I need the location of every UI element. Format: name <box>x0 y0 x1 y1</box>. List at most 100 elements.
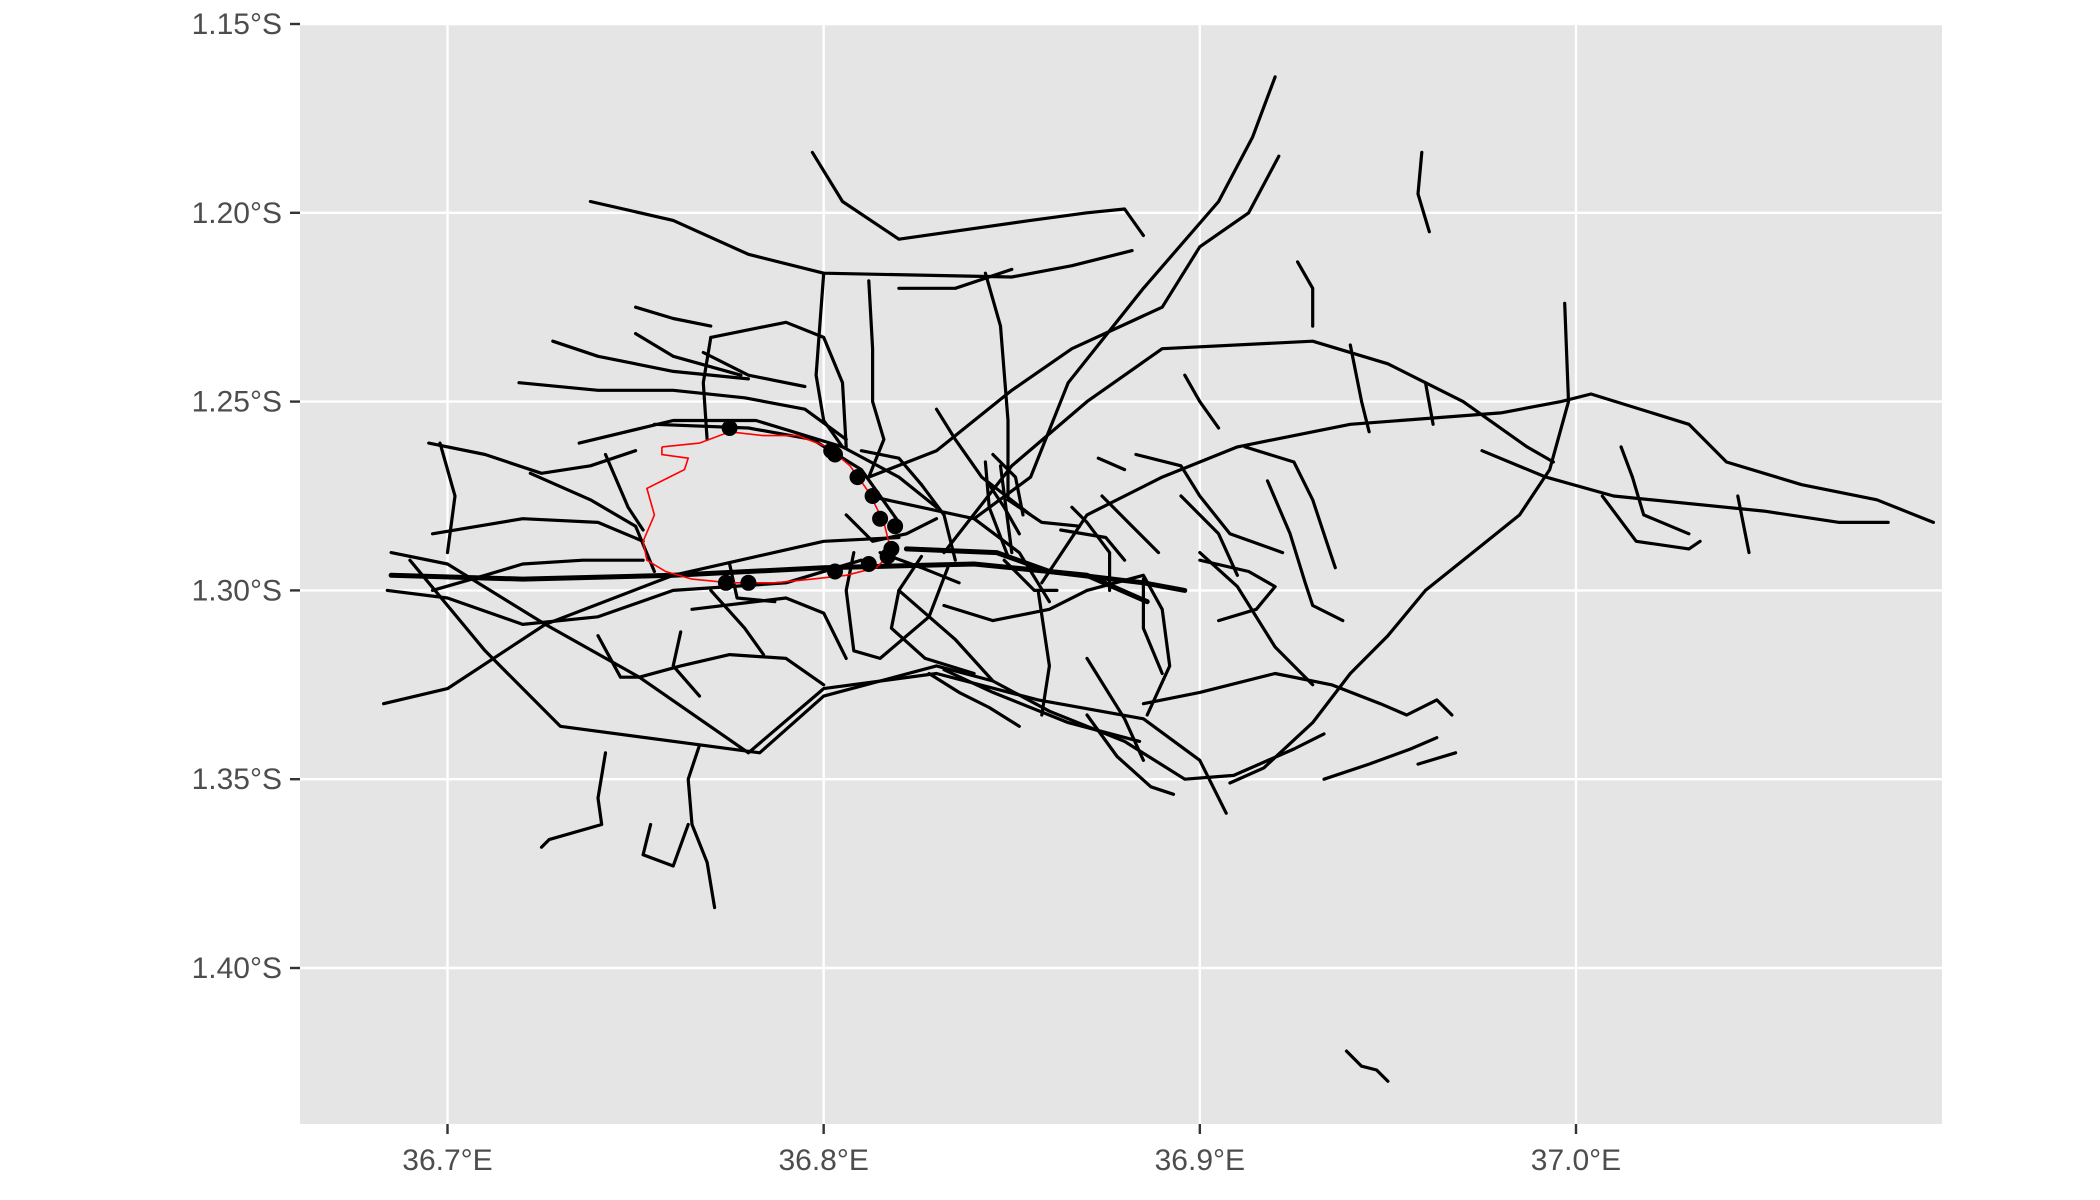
road-segment-74 <box>671 630 702 698</box>
road-segment-68 <box>1322 736 1439 781</box>
road-segment-7 <box>942 339 1556 555</box>
x-tick-label-3: 37.0°E <box>1531 1144 1621 1177</box>
y-tick-label-1: 1.20°S <box>192 197 282 230</box>
stop-point-3 <box>849 469 866 486</box>
y-tick-label-0: 1.15°S <box>192 8 282 41</box>
road-segment-2 <box>389 550 1228 815</box>
stop-point-12 <box>740 574 757 591</box>
road-segment-18 <box>983 271 1010 498</box>
road-segment-36 <box>686 743 717 910</box>
stop-point-8 <box>879 548 896 565</box>
road-segment-46 <box>1134 452 1285 555</box>
road-segment-51 <box>1100 494 1161 555</box>
road-segment-45 <box>1198 550 1315 687</box>
road-segment-34 <box>596 634 826 687</box>
road-segment-72 <box>942 668 1142 744</box>
road-segment-82 <box>1348 343 1371 434</box>
road-segment-29 <box>430 517 645 543</box>
road-segment-25 <box>701 350 807 389</box>
road-segment-65 <box>1600 494 1702 551</box>
road-segment-83 <box>727 562 777 604</box>
road-segment-12 <box>652 422 901 525</box>
road-segment-14 <box>810 150 1146 241</box>
stop-point-2 <box>827 446 843 463</box>
road-segment-53 <box>919 483 957 562</box>
road-segment-71 <box>927 671 1021 728</box>
road-segment-59 <box>991 452 1025 517</box>
road-segment-1 <box>385 558 863 627</box>
road-segment-17 <box>867 279 886 479</box>
road-segment-42 <box>1085 573 1172 717</box>
road-segment-23 <box>551 339 751 381</box>
road-segment-62 <box>1179 494 1240 577</box>
road-segment-39 <box>897 588 1326 781</box>
road-segment-5 <box>867 75 1277 521</box>
plot-panel <box>300 24 1942 1124</box>
road-segment-73 <box>709 588 766 657</box>
stop-point-4 <box>864 488 881 504</box>
stop-point-0 <box>721 420 738 436</box>
road-segment-40 <box>942 588 1089 623</box>
road-segment-61 <box>1070 505 1112 593</box>
road-segment-43 <box>1085 656 1146 762</box>
road-segment-76 <box>934 407 1033 517</box>
road-segment-10 <box>1480 449 1890 525</box>
grid-lines <box>300 22 1942 1124</box>
road-segment-77 <box>844 513 939 543</box>
road-segment-47 <box>1243 445 1337 570</box>
road-segment-13 <box>577 418 939 509</box>
boundary-outline <box>642 430 893 584</box>
road-segment-27 <box>427 441 638 475</box>
road-segment-38 <box>844 550 950 661</box>
stop-points <box>717 420 904 591</box>
road-segment-24 <box>633 305 713 328</box>
x-tick-label-1: 36.8°E <box>778 1144 868 1177</box>
road-segment-54 <box>889 554 976 676</box>
road-segment-21 <box>701 335 713 441</box>
road-segment-84 <box>1423 381 1435 426</box>
road-segment-86 <box>1344 1049 1390 1083</box>
road-segment-30 <box>430 558 645 593</box>
stop-point-9 <box>860 556 877 572</box>
road-segment-67 <box>1619 445 1635 479</box>
road-segment-50 <box>1141 577 1164 676</box>
y-tick-label-3: 1.30°S <box>192 574 282 607</box>
y-tick-label-4: 1.35°S <box>192 763 282 796</box>
road-segment-4 <box>408 558 995 755</box>
y-tick-label-5: 1.40°S <box>192 952 282 985</box>
road-segment-16 <box>814 271 845 449</box>
stop-point-10 <box>827 563 843 580</box>
stop-point-5 <box>872 510 889 527</box>
axes: 36.7°E 36.8°E 36.9°E 37.0°E 1.15°S 1.20°S 1.25… <box>192 8 1622 1177</box>
stop-point-6 <box>887 518 904 535</box>
road-segment-22 <box>517 381 848 441</box>
road-segment-33 <box>690 596 848 661</box>
road-segment-44 <box>1141 671 1454 717</box>
road-segment-58 <box>987 483 1021 536</box>
road-segment-19 <box>897 267 1014 290</box>
x-tick-label-0: 36.7°E <box>402 1144 492 1177</box>
road-segment-55 <box>972 517 1052 604</box>
x-tick-label-2: 36.9°E <box>1155 1144 1245 1177</box>
road-segment-20 <box>709 320 848 449</box>
road-segment-37 <box>641 822 690 868</box>
road-segment-26 <box>633 332 743 377</box>
road-segment-70 <box>1085 713 1176 796</box>
road-segment-80 <box>1183 373 1221 430</box>
road-segment-66 <box>1630 475 1691 536</box>
road-segment-41 <box>1036 588 1052 717</box>
road-segment-85 <box>1736 494 1751 555</box>
road-segment-56 <box>983 460 1010 559</box>
road-segment-9 <box>1228 301 1571 785</box>
road-segment-79 <box>1006 498 1082 528</box>
road-segment-31 <box>438 441 457 555</box>
boundary-layer <box>642 430 893 584</box>
road-segment-63 <box>1295 260 1315 328</box>
road-segment-69 <box>1416 751 1458 766</box>
road-segment-3 <box>382 535 901 706</box>
road-segment-52 <box>1059 528 1127 562</box>
road-segment-81 <box>1096 456 1127 472</box>
stop-point-11 <box>717 574 734 591</box>
